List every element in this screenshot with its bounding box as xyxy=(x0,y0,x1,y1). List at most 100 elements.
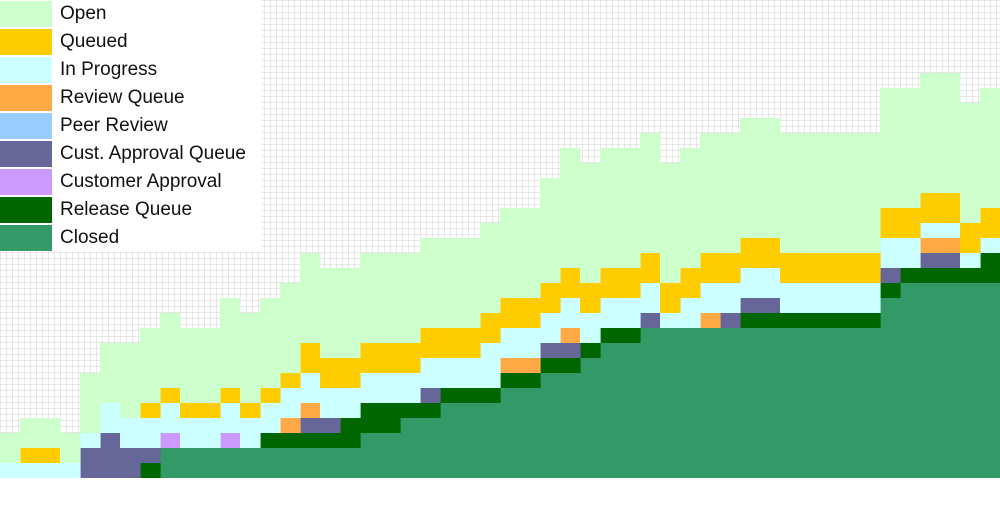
area-cell-queued xyxy=(920,193,941,223)
area-cell-queued xyxy=(820,253,841,283)
area-cell-open xyxy=(40,418,61,448)
series-closed xyxy=(160,283,1000,478)
area-cell-queued xyxy=(380,343,401,373)
area-cell-open xyxy=(580,163,601,283)
legend-swatch-review-queue xyxy=(0,85,52,111)
area-cell-closed xyxy=(480,403,501,478)
area-cell-review-queue xyxy=(500,358,521,373)
area-cell-open xyxy=(440,238,461,328)
area-cell-release-queue xyxy=(440,388,461,403)
area-cell-release-queue xyxy=(840,313,861,328)
area-cell-release-queue xyxy=(280,433,301,448)
area-cell-closed xyxy=(160,448,181,478)
area-cell-queued xyxy=(520,298,541,328)
area-cell-release-queue xyxy=(380,403,401,433)
area-cell-cust-approval-queue xyxy=(720,313,741,328)
area-cell-open xyxy=(380,253,401,343)
area-cell-open xyxy=(60,433,81,463)
area-cell-cust-approval-queue xyxy=(760,298,781,313)
area-cell-open xyxy=(840,133,861,253)
area-cell-in-progress xyxy=(40,463,61,478)
area-cell-in-progress xyxy=(260,403,281,433)
area-cell-closed xyxy=(900,283,921,478)
area-cell-release-queue xyxy=(140,463,161,478)
area-cell-release-queue xyxy=(260,433,281,448)
area-cell-in-progress xyxy=(540,313,561,343)
legend-label-closed: Closed xyxy=(60,227,120,248)
area-cell-open xyxy=(20,418,41,448)
area-cell-cust-approval-queue xyxy=(80,448,101,478)
series-queued xyxy=(20,193,1000,463)
area-cell-in-progress xyxy=(20,463,41,478)
series-open xyxy=(0,73,1000,463)
area-cell-closed xyxy=(300,448,321,478)
area-cell-open xyxy=(540,178,561,283)
area-cell-queued xyxy=(320,358,341,388)
area-cell-open xyxy=(700,133,721,253)
area-cell-in-progress xyxy=(120,418,141,448)
area-cell-in-progress xyxy=(360,373,381,403)
area-cell-in-progress xyxy=(600,298,621,328)
area-cell-open xyxy=(680,148,701,268)
area-cell-in-progress xyxy=(800,283,821,313)
area-cell-release-queue xyxy=(620,328,641,343)
area-cell-queued xyxy=(400,343,421,373)
area-cell-release-queue xyxy=(520,373,541,388)
legend: Open Queued In Progress Review Queue Pee… xyxy=(0,0,262,252)
area-cell-review-queue xyxy=(560,328,581,343)
legend-label-cust-approval-queue: Cust. Approval Queue xyxy=(60,143,246,164)
area-cell-closed xyxy=(760,328,781,478)
area-cell-release-queue xyxy=(820,313,841,328)
area-cell-in-progress xyxy=(340,388,361,418)
area-cell-customer-approval xyxy=(160,433,181,448)
area-cell-open xyxy=(280,283,301,373)
area-cell-review-queue xyxy=(520,358,541,373)
legend-label-review-queue: Review Queue xyxy=(60,87,185,108)
area-cell-in-progress xyxy=(880,238,901,268)
area-cell-queued xyxy=(140,403,161,418)
area-cell-queued xyxy=(40,448,61,463)
legend-item-customer-approval: Customer Approval xyxy=(0,168,262,196)
area-cell-closed xyxy=(940,283,961,478)
area-cell-queued xyxy=(540,283,561,313)
area-cell-in-progress xyxy=(300,373,321,403)
area-cell-release-queue xyxy=(900,268,921,283)
area-cell-release-queue xyxy=(940,268,961,283)
area-cell-release-queue xyxy=(580,343,601,358)
area-cell-in-progress xyxy=(960,253,981,268)
area-cell-in-progress xyxy=(520,328,541,358)
area-cell-queued xyxy=(740,238,761,268)
area-cell-open xyxy=(880,88,901,208)
area-cell-closed xyxy=(780,328,801,478)
area-cell-open xyxy=(0,433,21,463)
area-cell-release-queue xyxy=(420,403,441,418)
series-cust-approval-queue xyxy=(80,253,961,478)
area-cell-closed xyxy=(620,343,641,478)
area-cell-queued xyxy=(880,208,901,238)
legend-label-open: Open xyxy=(60,3,107,24)
area-cell-closed xyxy=(800,328,821,478)
area-cell-release-queue xyxy=(860,313,881,328)
area-cell-closed xyxy=(960,283,981,478)
legend-swatch-in-progress xyxy=(0,57,52,83)
area-cell-closed xyxy=(640,328,661,478)
area-cell-open xyxy=(100,343,121,403)
area-cell-open xyxy=(120,343,141,418)
legend-label-in-progress: In Progress xyxy=(60,59,158,80)
area-cell-open xyxy=(600,148,621,268)
area-cell-queued xyxy=(980,208,1000,238)
area-cell-release-queue xyxy=(980,253,1000,283)
area-cell-closed xyxy=(400,418,421,478)
area-cell-in-progress xyxy=(440,358,461,388)
area-cell-open xyxy=(800,133,821,253)
area-cell-closed xyxy=(240,448,261,478)
area-cell-release-queue xyxy=(320,433,341,448)
area-cell-cust-approval-queue xyxy=(100,433,121,478)
area-cell-queued xyxy=(260,388,281,403)
area-cell-open xyxy=(180,328,201,403)
area-cell-release-queue xyxy=(780,313,801,328)
area-cell-queued xyxy=(900,208,921,238)
legend-swatch-customer-approval xyxy=(0,169,52,195)
area-cell-queued xyxy=(560,268,581,298)
area-cell-closed xyxy=(720,328,741,478)
